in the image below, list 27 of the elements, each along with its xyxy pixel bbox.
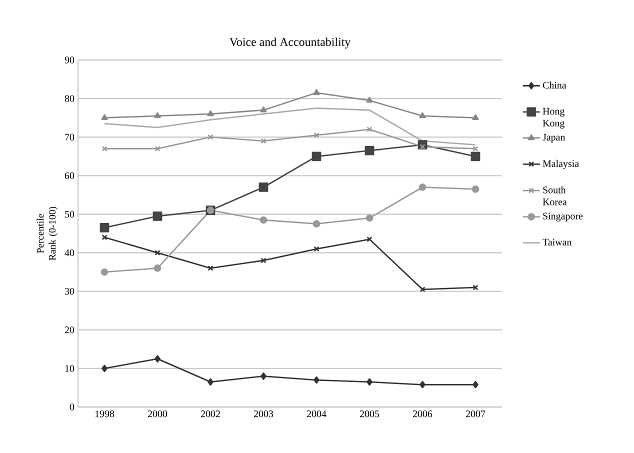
x-tick-label: 2004 [306, 410, 326, 418]
legend-label: China [542, 82, 566, 89]
legend-label: Japan [542, 134, 566, 143]
x-tick-label: 1998 [95, 410, 114, 418]
y-tick-label: 80 [64, 95, 74, 102]
legend-label: Malaysia [542, 160, 579, 170]
y-tick-label: 30 [65, 288, 74, 295]
x-tick-label: 2006 [412, 410, 432, 418]
x-tick-label: 2005 [360, 410, 380, 418]
y-tick-label: 0 [70, 404, 74, 410]
y-tick-label: 40 [64, 249, 74, 256]
y-tick-label: 10 [65, 365, 74, 372]
chart-title: Voice and Accountability [229, 38, 351, 48]
x-tick-label: 2007 [466, 410, 486, 418]
legend-label: Taiwan [542, 238, 572, 246]
x-tick-label: 2003 [254, 410, 274, 418]
y-tick-label: 70 [65, 134, 74, 140]
y-tick-label: 90 [64, 56, 74, 64]
y-tick-label: 20 [64, 326, 74, 334]
x-tick-label: 2000 [148, 410, 168, 418]
y-tick-label: 50 [65, 210, 74, 218]
legend-label: South Korea [542, 186, 567, 206]
y-axis-title: Percentile Rank (0-100) [36, 206, 58, 260]
legend-label: Hong Kong [542, 108, 564, 129]
x-tick-label: 2002 [200, 410, 220, 418]
y-tick-label: 60 [64, 172, 74, 180]
legend-label: Singapore [543, 212, 583, 222]
